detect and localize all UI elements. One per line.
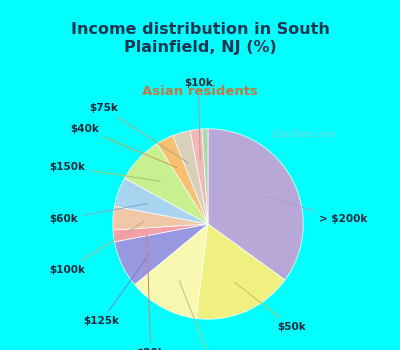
Wedge shape xyxy=(196,224,285,319)
Wedge shape xyxy=(202,129,208,224)
Wedge shape xyxy=(208,129,303,280)
Text: $200k: $200k xyxy=(179,281,231,350)
Wedge shape xyxy=(173,131,208,224)
Text: City-Data.com: City-Data.com xyxy=(272,130,336,139)
Text: $60k: $60k xyxy=(49,204,147,224)
Wedge shape xyxy=(124,144,208,224)
Text: $150k: $150k xyxy=(49,162,160,181)
Text: $40k: $40k xyxy=(70,124,177,168)
Wedge shape xyxy=(114,224,208,285)
Text: Income distribution in South
Plainfield, NJ (%): Income distribution in South Plainfield,… xyxy=(70,22,330,55)
Text: > $200k: > $200k xyxy=(266,197,367,224)
Wedge shape xyxy=(157,135,208,224)
Wedge shape xyxy=(113,224,208,242)
Text: $20k: $20k xyxy=(136,234,165,350)
Text: Asian residents: Asian residents xyxy=(142,85,258,98)
Text: $50k: $50k xyxy=(235,282,306,332)
Wedge shape xyxy=(190,129,208,224)
Wedge shape xyxy=(135,224,208,318)
Text: $75k: $75k xyxy=(89,103,188,163)
Text: $100k: $100k xyxy=(49,222,144,275)
Text: $125k: $125k xyxy=(83,253,150,326)
Text: $10k: $10k xyxy=(184,78,213,160)
Wedge shape xyxy=(113,206,208,230)
Wedge shape xyxy=(114,178,208,224)
